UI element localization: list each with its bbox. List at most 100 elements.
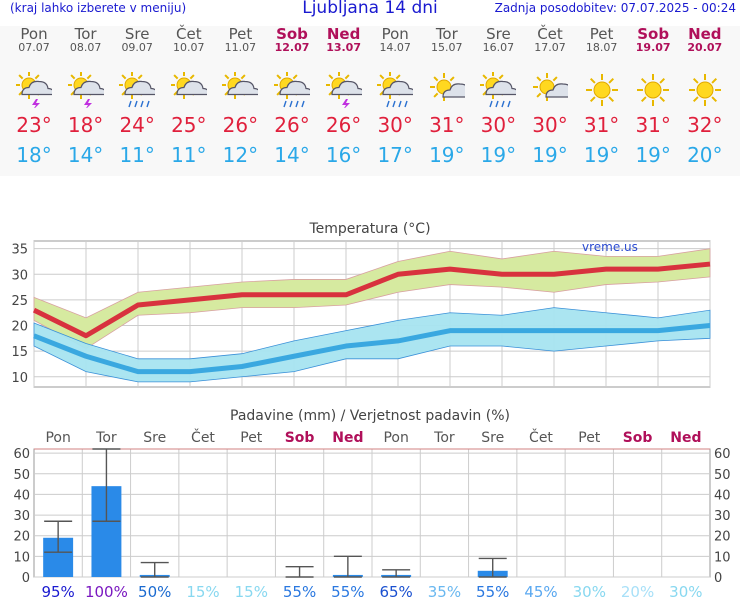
y-tick-label: 30 [11,268,28,283]
y-tick-label: 0 [22,571,30,586]
day-name: Tor [435,25,458,43]
sun-cloud-rain-icon [480,72,517,108]
x-tick-label: Ned [670,430,701,446]
temp-max: 30° [532,113,568,137]
page-title: Ljubljana 14 dni [302,0,438,18]
temp-max: 18° [67,113,104,137]
day-name: Pon [20,25,48,43]
day-name: Sob [637,25,670,43]
temp-max: 25° [171,113,207,137]
x-tick-label: Čet [191,428,215,446]
chart-title: Padavine (mm) / Verjetnost padavin (%) [230,408,510,424]
temp-min: 20° [687,143,723,167]
sun-cloud-rain-icon [119,72,156,108]
day-column: Pet 18.07 31° 19° [576,25,628,167]
day-column: Čet 10.07 25° 11° [163,25,215,167]
x-tick-label: Sre [143,430,166,446]
sun-icon [637,74,670,106]
temp-min: 19° [635,143,671,167]
menu-hint[interactable]: (kraj lahko izberete v meniju) [10,1,187,15]
day-date: 10.07 [173,41,205,54]
temp-max: 24° [119,113,155,137]
y-tick-label: 50 [13,468,30,483]
day-column: Čet 17.07 30° 19° [524,25,576,167]
y-tick-label: 10 [11,371,28,386]
watermark: vreme.us [582,240,638,254]
day-name: Pet [228,25,253,43]
y-tick-label: 60 [13,447,30,462]
day-date: 20.07 [687,41,723,54]
x-tick-label: Pon [383,430,408,446]
sun-small-cloud-icon [533,73,568,101]
day-name: Pet [589,25,614,43]
temp-min: 14° [274,143,310,167]
sun-cloud-thunder-icon [16,72,52,108]
temp-max: 32° [687,113,723,137]
y-tick-label: 10 [13,550,30,565]
temp-max: 31° [583,113,620,137]
temperature-chart: Temperatura (°C) 10 15 20 25 30 35 vreme.us [11,221,711,388]
sun-cloud-thunder-icon [67,72,104,108]
day-name: Čet [176,25,202,43]
y-tick-label: 30 [13,509,30,524]
temp-max: 30° [377,113,413,137]
temp-min: 14° [67,143,104,167]
y-tick-label: 25 [11,294,28,309]
temp-min: 16° [325,143,362,167]
sun-cloud-rain-icon [274,72,310,108]
temp-min: 19° [532,143,568,167]
day-date: 18.07 [585,41,618,54]
precip-probability: 15% [186,583,219,600]
temp-min: 11° [171,143,207,167]
y-tick-label: 20 [13,530,30,545]
sun-cloud-thunder-icon [325,72,362,108]
sun-cloud-icon [170,72,207,99]
temp-min: 18° [16,143,52,167]
day-column: Ned 13.07 26° 16° [318,25,370,167]
y-tick-label: 20 [11,320,28,335]
y-tick-label: 40 [13,488,30,503]
day-date: 15.07 [431,41,463,54]
temp-max: 31° [635,113,671,137]
day-date: 09.07 [121,41,153,54]
day-date: 12.07 [274,41,310,54]
max-temp-line [32,261,711,339]
temp-max: 30° [480,113,517,137]
day-date: 16.07 [482,41,515,54]
day-date: 11.07 [224,41,257,54]
day-column: Sob 19.07 31° 19° [627,25,679,167]
precip-probability: 55% [476,583,509,600]
precip-probability: 50% [138,583,171,600]
sun-cloud-rain-icon [377,72,414,108]
header: (kraj lahko izberete v meniju) Ljubljana… [0,0,740,18]
temp-min: 19° [480,143,517,167]
x-tick-label: Sre [481,430,504,446]
day-column: Pon 14.07 30° 17° [369,25,421,167]
precip-probability: 45% [524,583,557,600]
y-tick-label-right: 50 [714,468,731,483]
x-tick-label: Sob [285,430,315,446]
x-tick-label: Čet [529,428,553,446]
day-date: 07.07 [18,41,50,54]
y-tick-label-right: 40 [714,488,731,503]
y-tick-label: 35 [11,243,28,258]
y-tick-label-right: 20 [714,530,731,545]
precip-probability: 65% [379,583,412,600]
precip-probability: 35% [428,583,461,600]
day-name: Ned [326,25,361,43]
precipitation-chart: Padavine (mm) / Verjetnost padavin (%) Po… [13,408,731,600]
temp-min: 12° [222,143,259,167]
precip-probability: 30% [573,583,606,600]
day-name: Čet [537,25,563,43]
day-column: Sre 09.07 24° 11° [111,26,163,167]
y-tick-label-right: 30 [714,509,731,524]
day-column: Sob 12.07 26° 14° [266,26,318,167]
day-name: Sre [486,25,511,43]
day-name: Pon [381,25,409,43]
y-tick-label-right: 60 [714,447,731,462]
precip-probability: 55% [331,583,364,600]
temp-max: 23° [16,113,52,137]
day-column: Tor 08.07 18° 14° [60,26,112,167]
day-date: 19.07 [635,41,671,54]
temp-max: 26° [325,113,362,137]
